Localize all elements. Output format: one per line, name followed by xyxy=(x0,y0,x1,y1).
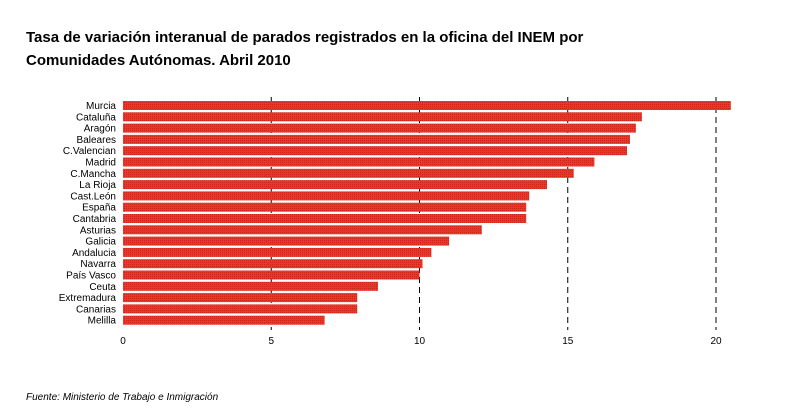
bar-7 xyxy=(123,180,547,190)
category-label-18: Canarias xyxy=(76,304,116,315)
category-label-11: Asturias xyxy=(80,225,116,236)
x-tick-label-0: 0 xyxy=(120,336,126,347)
grid-lines xyxy=(270,97,717,330)
x-tick-label-15: 15 xyxy=(562,336,574,347)
bars xyxy=(123,101,731,325)
chart-title: Tasa de variación interanual de parados … xyxy=(26,26,726,72)
category-label-15: País Vasco xyxy=(66,271,116,282)
x-axis-tick-labels: 0 5 10 15 20 xyxy=(120,336,722,347)
bar-19 xyxy=(123,315,325,325)
x-tick-label-5: 5 xyxy=(268,336,274,347)
x-tick-label-10: 10 xyxy=(414,336,426,347)
bar-4 xyxy=(123,146,627,156)
bar-12 xyxy=(123,236,450,246)
category-label-6: C.Mancha xyxy=(70,169,116,180)
category-label-14: Navarra xyxy=(80,259,116,270)
bar-0 xyxy=(123,101,731,110)
category-label-19: Melilla xyxy=(88,316,117,327)
bar-13 xyxy=(123,247,432,257)
category-label-5: Madrid xyxy=(85,158,116,169)
category-label-7: La Rioja xyxy=(79,180,116,191)
bar-18 xyxy=(123,304,358,314)
category-label-10: Cantabria xyxy=(73,214,117,225)
bar-16 xyxy=(123,281,378,291)
source-note: Fuente: Ministerio de Trabajo e Inmigrac… xyxy=(26,392,219,403)
category-label-9: España xyxy=(82,203,116,214)
bar-3 xyxy=(123,134,630,144)
category-labels: MurciaCataluñaAragónBalearesC.ValencianM… xyxy=(59,101,117,327)
bar-11 xyxy=(123,225,482,235)
chart-title-line-1: Tasa de variación interanual de parados … xyxy=(26,29,584,46)
bar-15 xyxy=(123,270,420,280)
x-tick-label-20: 20 xyxy=(710,336,722,347)
bar-1 xyxy=(123,112,642,122)
chart-title-line-2: Comunidades Autónomas. Abril 2010 xyxy=(26,52,291,69)
category-label-12: Galicia xyxy=(85,237,116,248)
category-label-17: Extremadura xyxy=(59,293,117,304)
bar-9 xyxy=(123,202,527,212)
category-label-4: C.Valencian xyxy=(63,146,116,157)
bar-14 xyxy=(123,259,423,269)
category-label-0: Murcia xyxy=(86,101,116,112)
category-label-3: Baleares xyxy=(77,135,116,146)
bar-6 xyxy=(123,168,574,178)
category-label-13: Andalucia xyxy=(72,248,116,259)
bar-10 xyxy=(123,214,527,223)
bar-5 xyxy=(123,157,595,167)
category-label-16: Ceuta xyxy=(89,282,116,293)
bar-17 xyxy=(123,293,358,303)
category-label-1: Cataluña xyxy=(76,112,116,123)
bar-2 xyxy=(123,123,636,133)
bar-8 xyxy=(123,191,530,201)
category-label-2: Aragón xyxy=(84,124,116,135)
category-label-8: Cast.León xyxy=(70,191,116,202)
